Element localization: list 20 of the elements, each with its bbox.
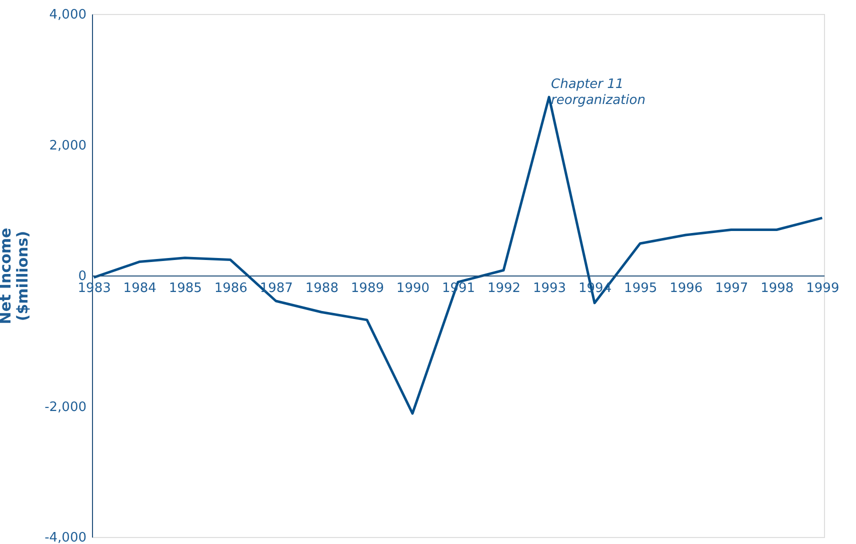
y-tick-label: -4,000 — [44, 530, 86, 544]
y-tick-label: 0 — [78, 269, 86, 284]
y-axis-title: Net Income ($millions) — [0, 228, 32, 324]
x-tick-label: 1996 — [670, 281, 703, 296]
x-tick-label: 1992 — [487, 281, 521, 296]
annotation: Chapter 11 reorganization — [551, 77, 646, 108]
x-tick-label: 1997 — [715, 281, 748, 296]
x-tick-label: 1988 — [305, 281, 338, 296]
y-tick-label: -2,000 — [44, 400, 86, 415]
x-tick-label: 1998 — [760, 281, 794, 296]
x-tick-label: 1993 — [533, 281, 566, 296]
x-tick-label: 1984 — [123, 281, 156, 296]
y-tick-label: 2,000 — [49, 138, 86, 154]
x-tick-label: 1995 — [624, 281, 658, 296]
x-tick-label: 1990 — [396, 281, 430, 296]
x-tick-label: 1986 — [214, 281, 248, 296]
x-tick-label: 1989 — [350, 281, 384, 296]
x-tick-label: 1999 — [806, 281, 840, 296]
y-tick-label: 4,000 — [49, 8, 86, 22]
x-tick-label: 1985 — [168, 281, 202, 296]
